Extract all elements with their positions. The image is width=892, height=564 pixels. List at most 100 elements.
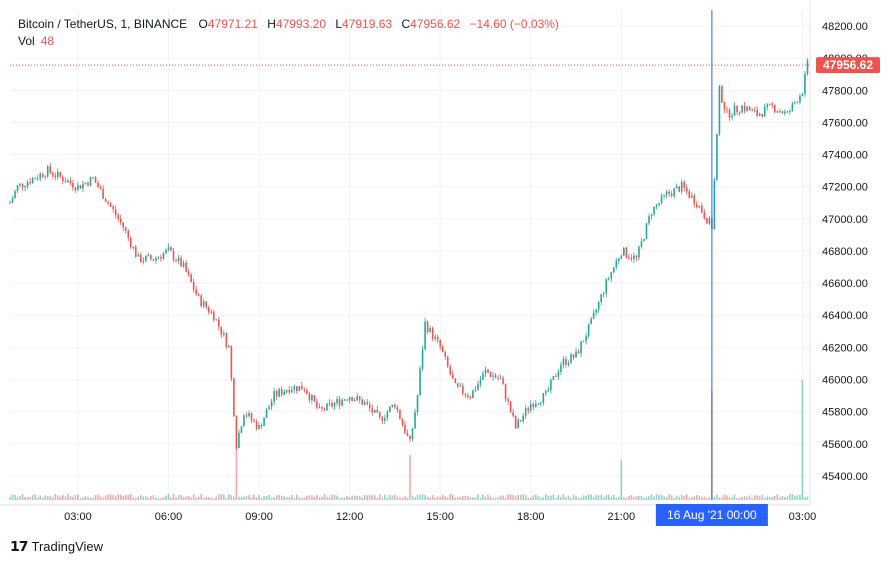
volume-bar <box>557 495 560 500</box>
volume-bar <box>753 495 756 500</box>
candle-body <box>434 336 436 339</box>
volume-bar <box>625 497 628 500</box>
volume-bar <box>643 497 645 500</box>
candle-body <box>462 385 464 394</box>
candle-body <box>517 420 519 429</box>
tradingview-branding[interactable]: 𝟭𝟳 TradingView <box>10 538 103 555</box>
candle-body <box>421 349 424 369</box>
candle-body <box>560 364 562 372</box>
volume-bar <box>537 495 540 500</box>
volume-bar <box>718 497 721 500</box>
candle-body <box>36 178 39 180</box>
volume-bar <box>348 497 351 500</box>
candle-body <box>756 109 758 116</box>
candle-body <box>99 187 102 189</box>
candle-body <box>384 417 386 421</box>
volume-label[interactable]: Vol <box>18 34 35 48</box>
candle-body <box>170 247 172 251</box>
candle-body <box>41 173 44 177</box>
volume-bar <box>358 495 361 500</box>
volume-bar <box>283 496 286 500</box>
volume-bar <box>87 496 89 500</box>
volume-bar <box>731 497 733 500</box>
volume-bar <box>285 497 288 500</box>
candle-body <box>572 354 575 358</box>
candle-body <box>230 346 233 379</box>
volume-bar <box>693 496 696 500</box>
candle-body <box>680 182 683 192</box>
legend-volume-row: Vol 48 <box>18 33 559 50</box>
candle-body <box>534 403 537 408</box>
volume-bar <box>31 494 34 500</box>
volume-bar <box>54 494 57 500</box>
candle-body <box>497 377 499 379</box>
volume-bar <box>132 497 135 500</box>
candle-body <box>474 389 477 391</box>
volume-bar <box>250 496 253 500</box>
volume-bar <box>150 495 152 500</box>
candle-body <box>150 255 152 260</box>
volume-bar <box>306 496 308 500</box>
candle-body <box>54 175 57 177</box>
candle-body <box>67 180 69 183</box>
volume-bar <box>728 497 731 500</box>
volume-bar <box>580 497 582 500</box>
volume-bar <box>39 495 41 500</box>
candle-body <box>107 201 109 204</box>
symbol-title[interactable]: Bitcoin / TetherUS, 1, BINANCE <box>18 17 188 31</box>
candle-body <box>21 183 24 188</box>
volume-bar <box>504 497 507 500</box>
volume-bar <box>663 496 665 500</box>
candle-body <box>414 412 416 429</box>
volume-bar <box>72 496 74 500</box>
volume-bar <box>288 497 291 500</box>
volume-bar <box>477 494 479 500</box>
volume-bar <box>618 496 620 500</box>
volume-bar <box>212 497 215 500</box>
volume-bar <box>228 494 230 500</box>
candle-body <box>44 176 47 178</box>
volume-bar <box>152 495 155 500</box>
volume-bar <box>409 455 411 500</box>
close-label: C <box>401 17 411 31</box>
price-tick-label: 45400.00 <box>822 471 868 483</box>
volume-bar <box>404 496 406 500</box>
candle-body <box>411 428 414 440</box>
volume-bar <box>635 496 638 500</box>
candle-body <box>253 420 255 422</box>
volume-bar <box>414 497 416 500</box>
volume-bar <box>147 497 150 500</box>
candle-body <box>401 418 404 425</box>
volume-bar <box>472 497 474 500</box>
volume-bar <box>763 497 766 500</box>
volume-bar <box>79 497 82 500</box>
volume-bar <box>600 494 602 500</box>
candle-body <box>628 257 630 259</box>
volume-bar <box>318 497 321 500</box>
volume-bar <box>92 497 94 500</box>
volume-bar <box>615 497 618 500</box>
volume-bar <box>99 496 102 500</box>
volume-bar <box>660 495 663 500</box>
last-price-tag[interactable] <box>816 57 880 74</box>
volume-bar <box>638 495 640 500</box>
chart-legend: Bitcoin / TetherUS, 1, BINANCE O47971.21… <box>18 16 559 50</box>
volume-bar <box>550 495 552 500</box>
candle-body <box>685 187 688 192</box>
volume-bar <box>743 496 746 500</box>
candle-body <box>404 424 406 434</box>
volume-bar <box>713 496 716 500</box>
candle-body <box>542 393 545 403</box>
candle-body <box>806 60 809 74</box>
candle-body <box>160 257 162 259</box>
open-label: O <box>198 17 208 31</box>
candle-body <box>379 412 381 417</box>
crosshair-time-tag[interactable] <box>655 504 768 526</box>
candle-body <box>270 401 273 407</box>
candle-body <box>675 186 678 189</box>
volume-bar <box>401 497 404 500</box>
candle-body <box>456 382 459 387</box>
candle-body <box>39 173 41 179</box>
volume-bar <box>509 494 512 500</box>
